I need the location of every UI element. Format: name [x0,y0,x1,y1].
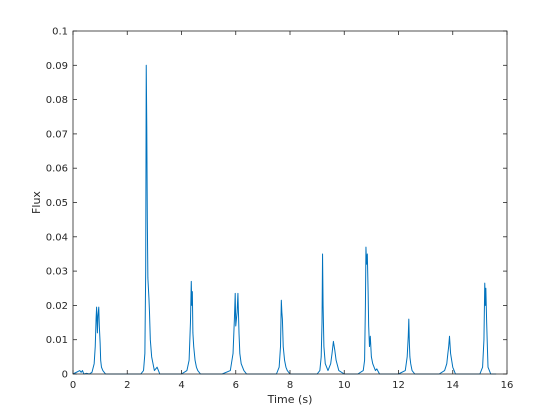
y-tick-label: 0.09 [46,61,68,72]
x-tick-label: 6 [233,380,239,391]
y-tick-label: 0.01 [46,335,68,346]
x-tick-label: 10 [338,380,351,391]
x-tick-label: 0 [70,380,76,391]
x-tick-label: 2 [124,380,130,391]
y-tick-label: 0.07 [46,129,68,140]
x-axis-label: Time (s) [267,393,313,406]
y-tick-label: 0.04 [46,232,68,243]
x-tick-label: 4 [178,380,184,391]
x-tick-label: 14 [446,380,459,391]
y-tick-label: 0.02 [46,301,68,312]
y-tick-label: 0.06 [46,164,68,175]
axes-box [72,30,508,375]
y-axis-label: Flux [30,191,43,214]
y-tick-label: 0 [62,370,68,381]
x-tick-label: 8 [287,380,293,391]
y-tick-label: 0.1 [52,27,68,38]
x-tick-label: 12 [392,380,405,391]
tick-labels: 0 2 4 6 8 10 12 14 16 0 0.01 0.02 0.03 0.04 0.05 0.06 0.… [46,27,514,392]
x-tick-label: 16 [501,380,514,391]
y-tick-label: 0.05 [46,198,68,209]
y-tick-label: 0.03 [46,267,68,278]
y-tick-label: 0.08 [46,95,68,106]
plot-area [73,31,507,374]
